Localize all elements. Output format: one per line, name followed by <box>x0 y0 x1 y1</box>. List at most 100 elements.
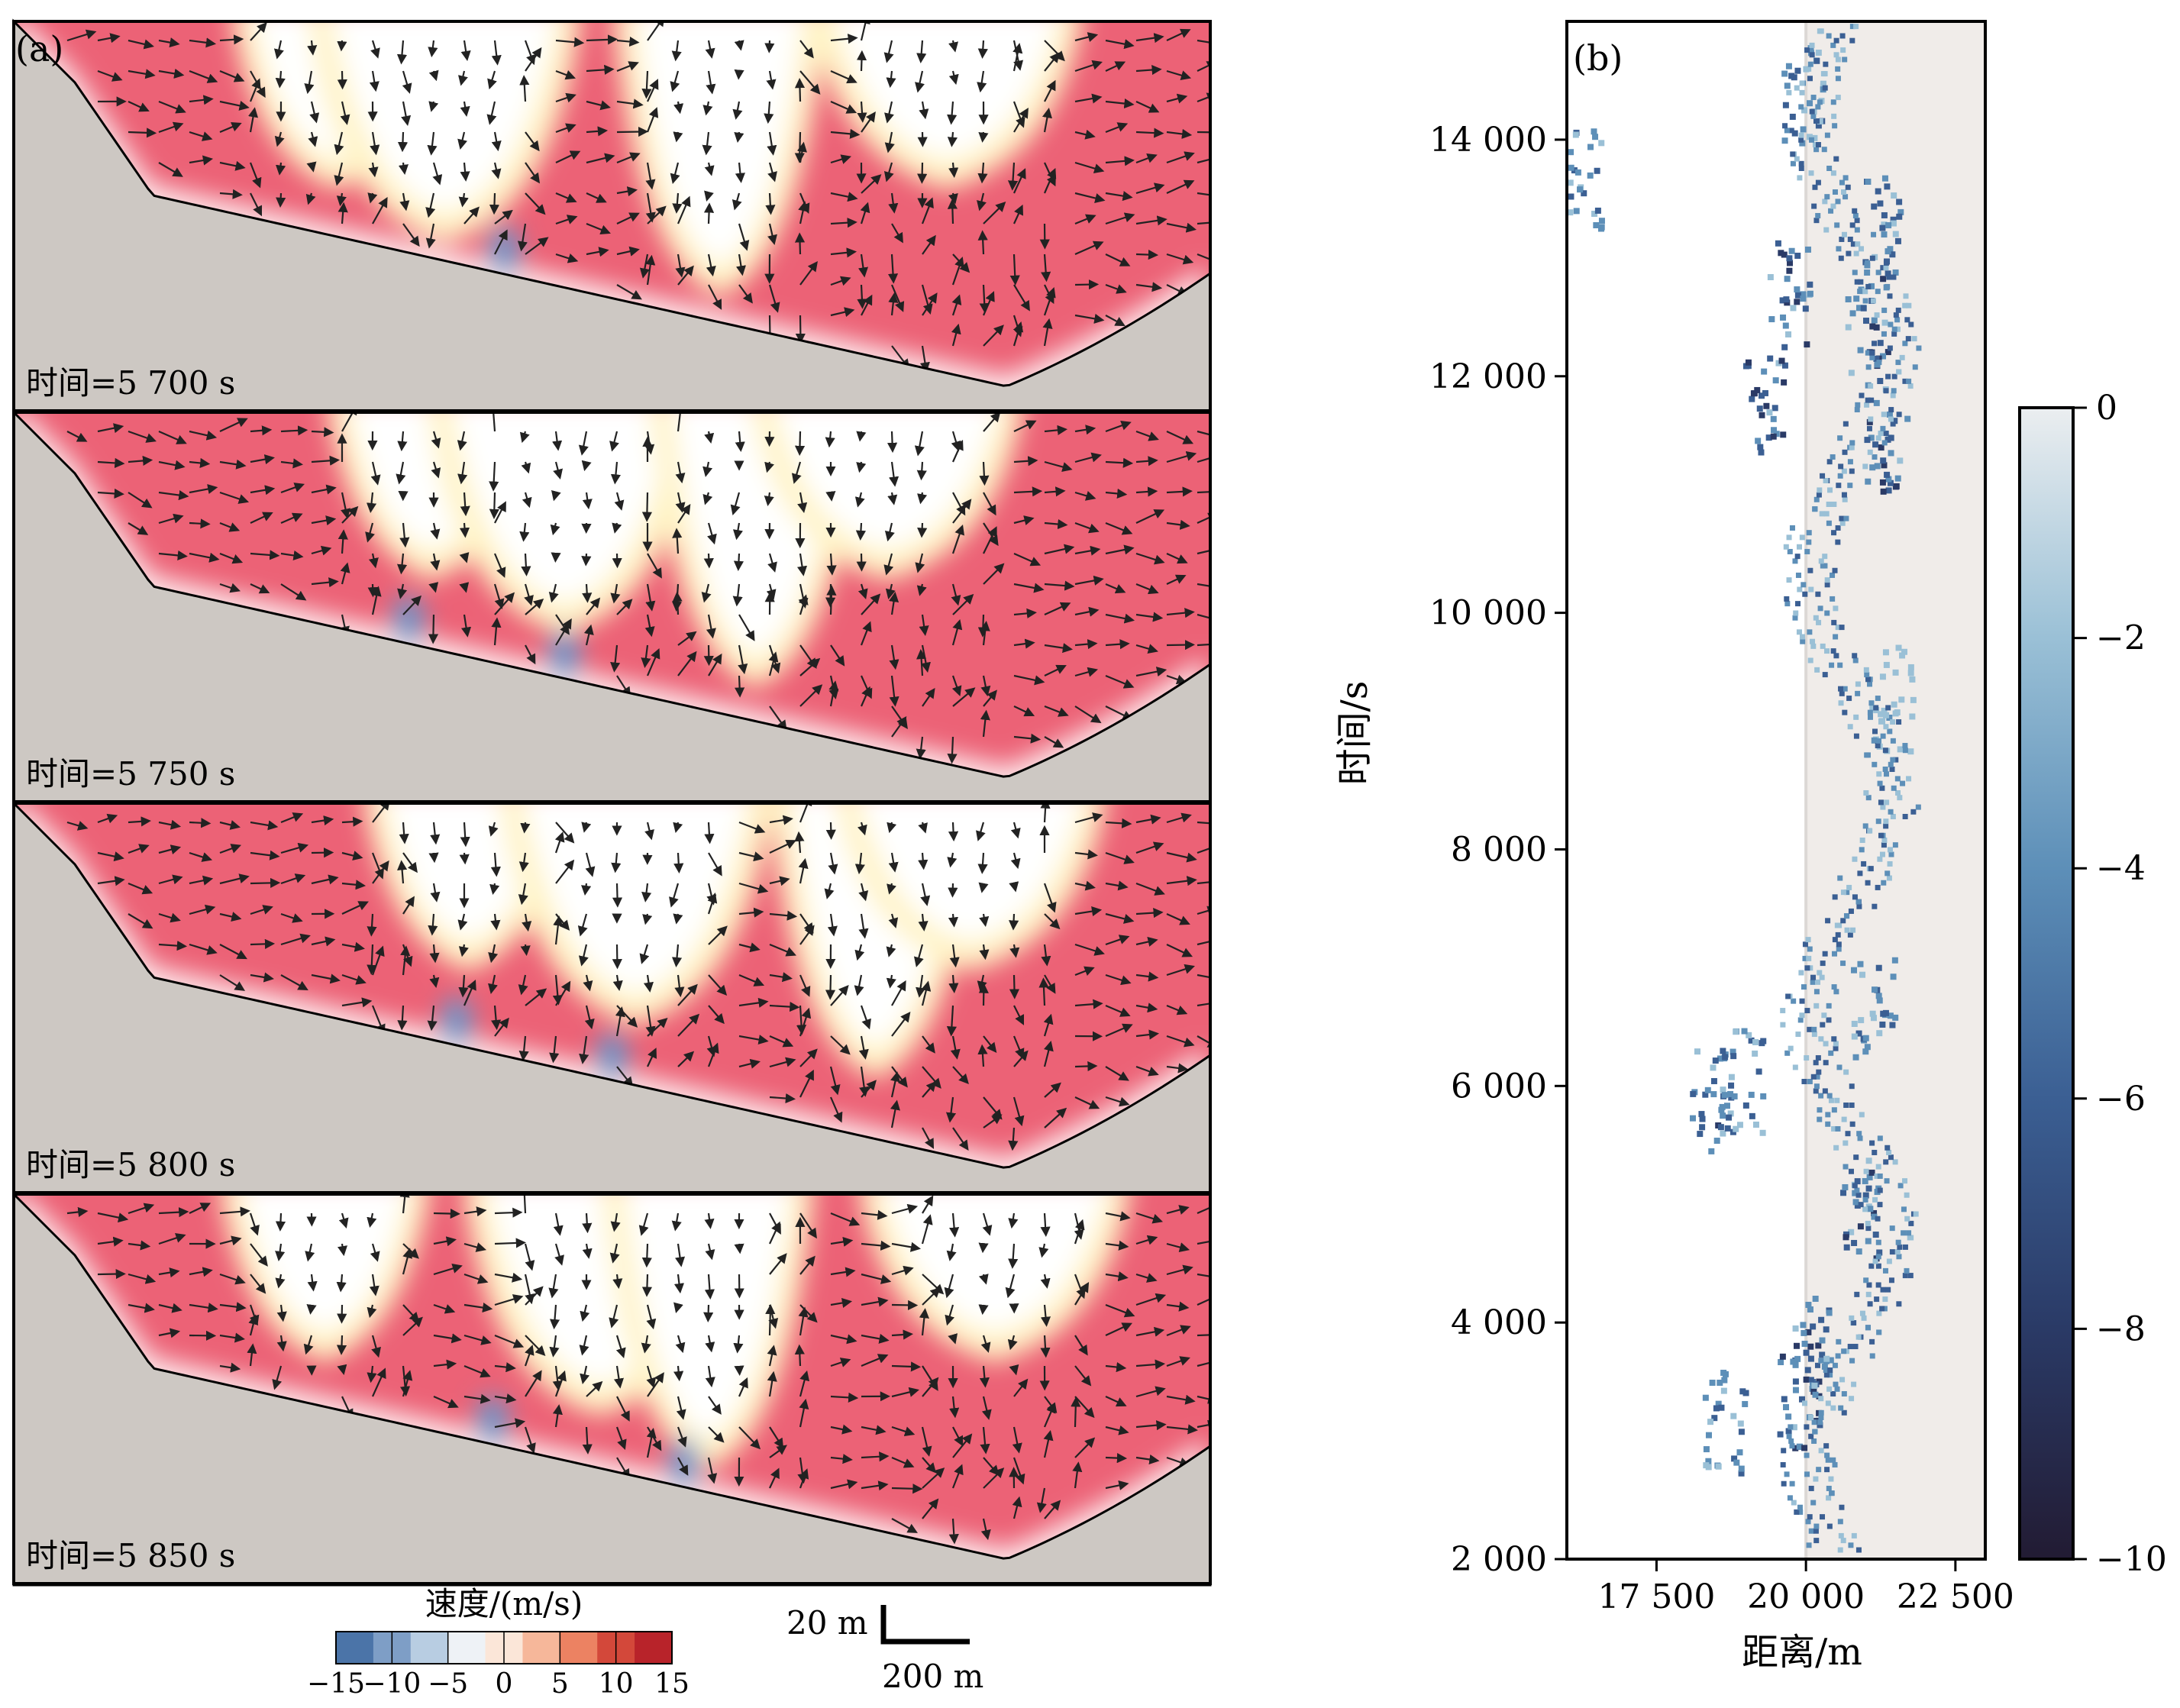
velocity-arrow <box>1043 883 1057 913</box>
velocity-arrow <box>311 577 339 588</box>
heat-cell <box>1893 483 1900 489</box>
heat-cell <box>1855 402 1861 408</box>
velocity-arrow <box>1135 1420 1167 1431</box>
velocity-arrow <box>1008 1127 1019 1151</box>
velocity-arrow <box>1135 612 1164 622</box>
velocity-arrow <box>1135 430 1159 441</box>
heat-cell <box>1815 142 1821 148</box>
heat-cell <box>1868 700 1875 706</box>
heat-cell <box>1812 1391 1819 1398</box>
velocity-arrow <box>703 1304 714 1323</box>
colorbar-a-tick-label: 5 <box>551 1668 569 1700</box>
velocity-arrow <box>918 852 929 870</box>
heat-cell <box>1801 1079 1807 1085</box>
velocity-arrow <box>887 431 898 454</box>
heat-cell <box>1808 1377 1814 1383</box>
velocity-arrow <box>1010 852 1021 870</box>
heat-cell <box>1897 1244 1903 1250</box>
velocity-arrow <box>890 1099 900 1128</box>
velocity-arrow <box>372 803 390 823</box>
velocity-arrow <box>830 1392 859 1403</box>
heat-cell <box>1885 222 1892 229</box>
heat-cell <box>1838 1405 1844 1411</box>
velocity-arrow <box>983 202 1006 224</box>
velocity-arrow <box>888 852 899 873</box>
heat-cell <box>1816 492 1822 498</box>
heat-cell <box>1865 676 1872 683</box>
velocity-arrow <box>219 189 243 199</box>
velocity-arrow <box>1012 1426 1022 1454</box>
heat-cell <box>1869 354 1875 360</box>
velocity-arrow <box>704 162 715 176</box>
heat-cell <box>1767 274 1774 281</box>
heat-cell <box>1842 57 1848 63</box>
heat-cell <box>1902 341 1908 347</box>
velocity-arrow <box>580 1365 590 1384</box>
velocity-arrow <box>128 522 149 535</box>
velocity-arrow <box>887 822 897 834</box>
velocity-arrow <box>767 1371 777 1397</box>
heat-cell <box>1866 425 1872 431</box>
velocity-arrow <box>370 131 380 156</box>
heat-cell <box>1885 1287 1891 1293</box>
heat-cell <box>1906 378 1912 384</box>
velocity-arrow <box>677 983 698 1006</box>
heat-cell <box>1871 231 1877 237</box>
heat-cell <box>1852 208 1858 214</box>
heat-cell <box>1801 1329 1807 1336</box>
time-label: 时间=5 700 s <box>26 364 235 402</box>
heat-cell <box>1577 186 1584 193</box>
heat-cell <box>1853 1154 1859 1161</box>
velocity-arrow <box>769 1002 800 1012</box>
heat-cell <box>1891 957 1898 964</box>
heat-cell <box>1881 307 1888 313</box>
velocity-arrow <box>1135 644 1158 654</box>
velocity-arrow <box>276 1304 287 1322</box>
velocity-arrow <box>489 461 499 492</box>
velocity-arrow <box>1197 1003 1210 1007</box>
velocity-arrow <box>494 592 515 615</box>
heat-cell <box>1851 1381 1857 1387</box>
heat-cell <box>1847 724 1853 730</box>
heat-cell <box>1863 1277 1869 1283</box>
heat-cell <box>1845 1131 1851 1137</box>
velocity-arrow <box>367 944 377 975</box>
velocity-arrow <box>1013 168 1026 194</box>
velocity-arrow <box>799 1048 818 1067</box>
heat-cell <box>1727 1090 1734 1097</box>
velocity-arrow <box>1197 429 1210 440</box>
velocity-arrow <box>705 1335 715 1353</box>
heat-cell <box>1834 922 1840 928</box>
velocity-arrow <box>250 1274 266 1294</box>
velocity-arrow <box>861 1209 888 1220</box>
heat-cell <box>1797 175 1803 181</box>
velocity-arrow <box>275 70 286 89</box>
heat-cell <box>1787 1495 1793 1501</box>
velocity-arrow <box>158 513 184 525</box>
velocity-arrow <box>951 618 963 646</box>
heat-cell <box>1828 208 1834 214</box>
heat-cell <box>1884 248 1891 255</box>
heat-cell <box>1783 544 1789 550</box>
velocity-arrow <box>219 34 244 45</box>
velocity-arrow <box>272 1365 283 1390</box>
heat-cell <box>1881 175 1888 182</box>
heat-cell <box>1858 246 1864 252</box>
heat-cell <box>1811 1438 1817 1444</box>
velocity-arrow <box>1074 241 1104 256</box>
velocity-arrow <box>922 1080 937 1098</box>
velocity-arrow <box>1044 518 1068 530</box>
heat-cell <box>1853 24 1859 30</box>
heat-cell <box>1785 1428 1792 1435</box>
heat-cell <box>1811 1026 1817 1032</box>
velocity-arrow <box>675 1335 686 1354</box>
velocity-arrow <box>304 70 315 95</box>
velocity-arrow <box>1166 1063 1189 1074</box>
heat-cell <box>1792 558 1798 564</box>
heat-cell <box>1844 913 1850 919</box>
velocity-arrow <box>1074 999 1103 1009</box>
velocity-arrow <box>889 675 899 707</box>
velocity-arrow <box>311 936 336 947</box>
heat-cell <box>1852 1344 1859 1350</box>
heat-cell <box>1820 961 1826 967</box>
